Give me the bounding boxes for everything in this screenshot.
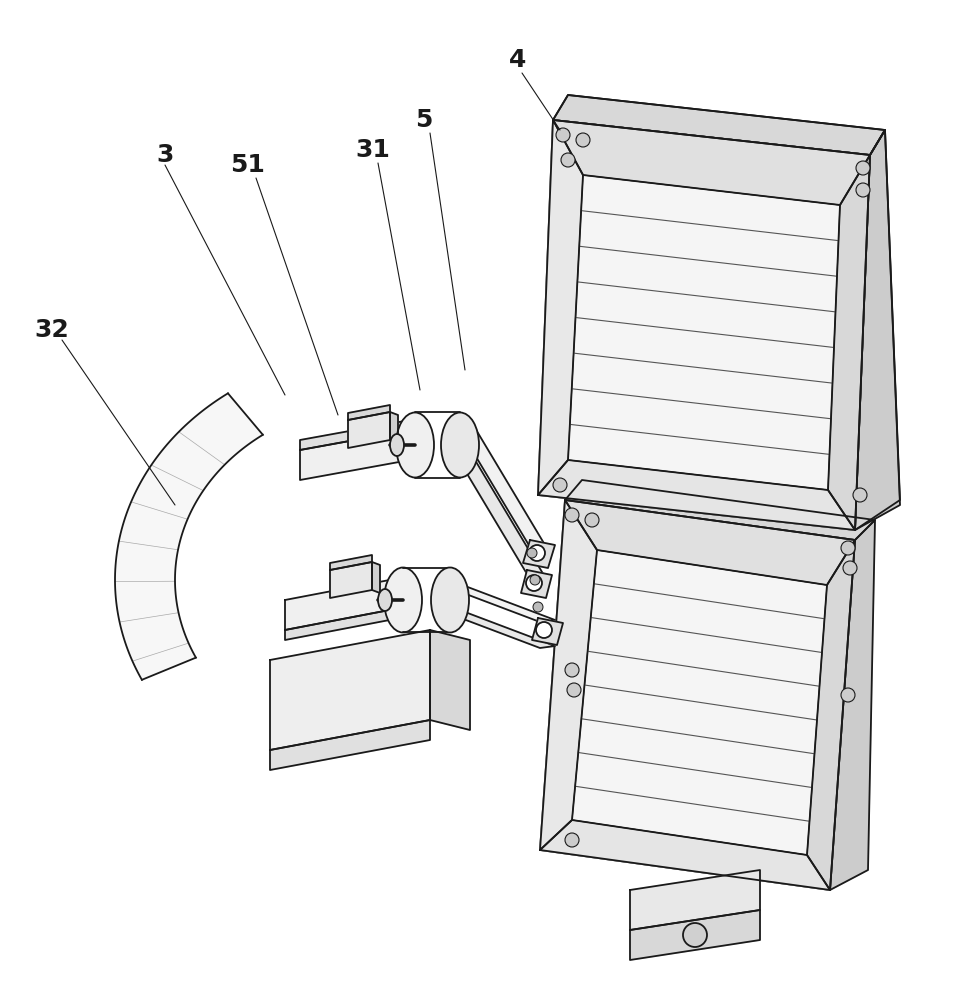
Circle shape (536, 622, 552, 638)
Polygon shape (538, 120, 870, 530)
Polygon shape (540, 500, 597, 850)
Text: 32: 32 (34, 318, 69, 342)
Circle shape (565, 508, 579, 522)
Polygon shape (300, 430, 410, 480)
Polygon shape (538, 460, 855, 530)
Circle shape (856, 161, 870, 175)
Circle shape (561, 153, 575, 167)
Ellipse shape (431, 568, 469, 633)
Polygon shape (532, 618, 563, 645)
Text: 5: 5 (415, 108, 433, 132)
Polygon shape (330, 562, 372, 598)
Ellipse shape (441, 412, 479, 478)
Polygon shape (372, 562, 380, 593)
Polygon shape (390, 412, 398, 443)
Circle shape (841, 688, 855, 702)
Text: 51: 51 (231, 153, 266, 177)
Polygon shape (330, 555, 372, 570)
Circle shape (853, 488, 867, 502)
Circle shape (567, 683, 581, 697)
Circle shape (530, 575, 540, 585)
Circle shape (565, 833, 579, 847)
Polygon shape (855, 130, 900, 530)
Polygon shape (630, 910, 760, 960)
Polygon shape (450, 612, 555, 648)
Polygon shape (285, 608, 400, 640)
Polygon shape (828, 155, 870, 530)
Polygon shape (630, 870, 760, 930)
Circle shape (856, 183, 870, 197)
Circle shape (683, 923, 707, 947)
Ellipse shape (378, 589, 392, 611)
Polygon shape (855, 130, 900, 530)
Text: 4: 4 (509, 48, 527, 72)
Polygon shape (348, 412, 390, 448)
Circle shape (529, 545, 545, 561)
Text: 3: 3 (156, 143, 174, 167)
Polygon shape (460, 460, 545, 579)
Ellipse shape (390, 434, 404, 456)
Polygon shape (830, 520, 875, 890)
Polygon shape (553, 120, 870, 205)
Polygon shape (565, 500, 855, 585)
Polygon shape (565, 480, 875, 540)
Polygon shape (270, 630, 430, 750)
Polygon shape (553, 95, 885, 155)
Polygon shape (538, 120, 583, 495)
Circle shape (843, 561, 857, 575)
Polygon shape (540, 820, 830, 890)
Polygon shape (430, 630, 470, 730)
Polygon shape (460, 428, 545, 547)
Circle shape (585, 513, 599, 527)
Text: 31: 31 (356, 138, 391, 162)
Polygon shape (270, 720, 430, 770)
Ellipse shape (384, 568, 422, 633)
Polygon shape (348, 405, 390, 420)
Polygon shape (540, 500, 855, 890)
Circle shape (841, 541, 855, 555)
Polygon shape (300, 420, 410, 450)
Polygon shape (115, 393, 263, 680)
Polygon shape (521, 570, 552, 598)
Circle shape (527, 548, 537, 558)
Polygon shape (807, 540, 855, 890)
Ellipse shape (396, 412, 434, 478)
Circle shape (576, 133, 590, 147)
Circle shape (553, 478, 567, 492)
Circle shape (533, 602, 543, 612)
Polygon shape (450, 586, 555, 622)
Circle shape (526, 575, 542, 591)
Polygon shape (523, 540, 555, 568)
Polygon shape (285, 578, 400, 630)
Polygon shape (553, 95, 885, 155)
Circle shape (565, 663, 579, 677)
Circle shape (556, 128, 570, 142)
